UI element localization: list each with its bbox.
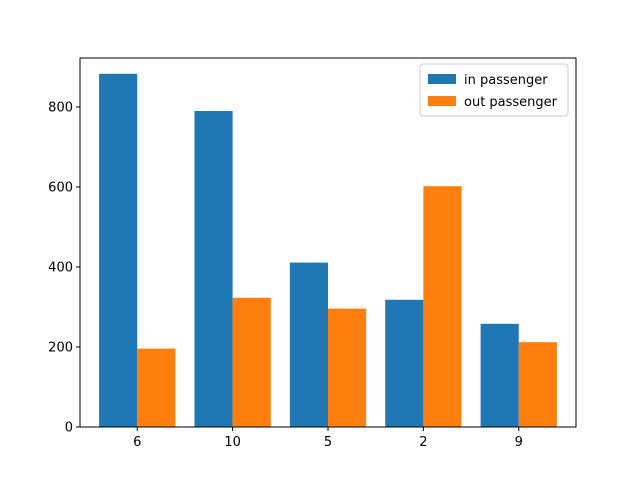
bar-in-passenger-2 xyxy=(385,299,424,427)
x-tick-label: 2 xyxy=(419,435,427,450)
bar-out-passenger-6 xyxy=(137,348,176,427)
x-tick-label: 5 xyxy=(324,435,332,450)
y-tick-label: 0 xyxy=(65,421,73,436)
legend-label: in passenger xyxy=(464,73,548,88)
legend-box xyxy=(419,63,569,117)
bar-in-passenger-6 xyxy=(99,73,138,428)
bars-layer xyxy=(99,73,557,428)
ticks-layer: 0 200 400 600 800 6 10 5 2 9 xyxy=(48,101,523,451)
bar-out-passenger-5 xyxy=(328,308,367,427)
bar-out-passenger-2 xyxy=(423,186,462,427)
y-tick-label: 600 xyxy=(48,181,73,196)
legend-swatch xyxy=(428,74,456,84)
y-tick-label: 800 xyxy=(48,101,73,116)
legend-label: out passenger xyxy=(464,95,558,110)
x-tick-label: 9 xyxy=(515,435,523,450)
x-tick-label: 6 xyxy=(133,435,141,450)
legend-swatch xyxy=(428,96,456,106)
bar-in-passenger-9 xyxy=(480,323,519,427)
y-tick-label: 200 xyxy=(48,341,73,356)
y-tick-label: 400 xyxy=(48,261,73,276)
bar-out-passenger-9 xyxy=(518,342,557,427)
x-tick-label: 10 xyxy=(224,435,241,450)
legend: in passenger out passenger xyxy=(419,63,569,117)
bar-in-passenger-10 xyxy=(194,111,233,427)
bar-out-passenger-10 xyxy=(232,297,271,427)
bar-in-passenger-5 xyxy=(289,262,328,427)
